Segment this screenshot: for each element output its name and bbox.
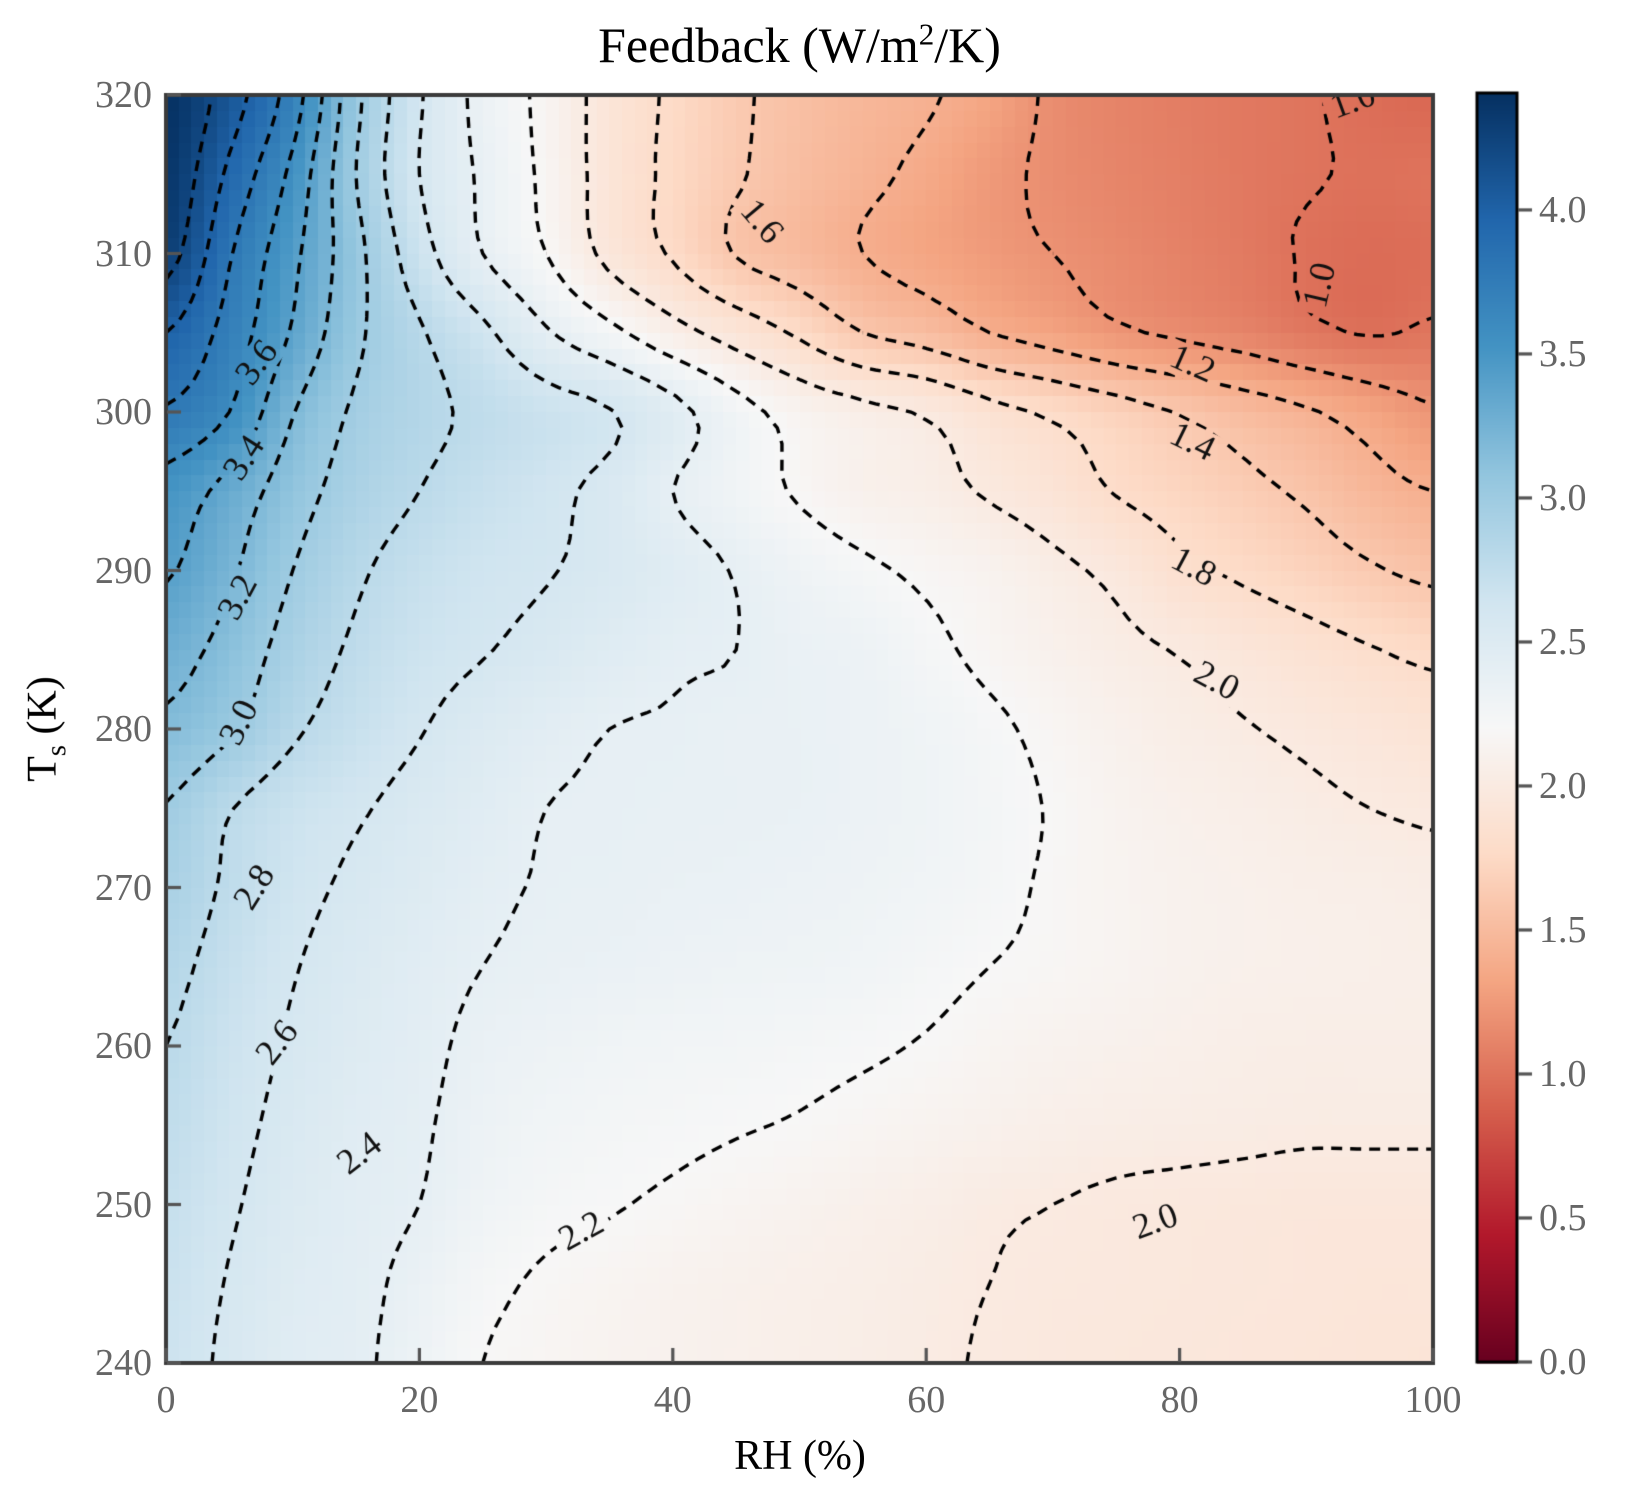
colorbar-tick-label: 0.0 <box>1539 1341 1587 1383</box>
y-tick-label: 270 <box>95 866 152 909</box>
x-tick-label: 20 <box>400 1379 439 1421</box>
colorbar-tick-label: 2.5 <box>1539 620 1587 663</box>
x-tick-label: 60 <box>907 1379 946 1421</box>
x-tick-label: 0 <box>156 1379 176 1421</box>
y-axis-label-subscript: s <box>41 745 73 757</box>
y-tick-label: 260 <box>95 1025 152 1067</box>
colorbar-tick-label: 3.0 <box>1539 476 1587 519</box>
y-tick-label: 290 <box>95 549 152 592</box>
colorbar-tick-label: 3.5 <box>1539 332 1587 375</box>
colorbar-tick-label: 2.0 <box>1539 764 1587 807</box>
x-axis-label: RH (%) <box>734 1433 866 1479</box>
colorbar-tick-label: 1.0 <box>1539 1052 1587 1095</box>
y-axis-label: Ts (K) <box>19 676 73 782</box>
x-tick-label: 80 <box>1160 1379 1199 1421</box>
y-tick-label: 300 <box>95 391 152 433</box>
colorbar-tick-label: 1.5 <box>1539 908 1587 951</box>
y-tick-label: 280 <box>95 708 152 750</box>
y-tick-label: 310 <box>95 232 152 275</box>
colorbar-tick-label: 0.5 <box>1539 1196 1587 1239</box>
title-superscript: 2 <box>918 16 935 52</box>
x-tick-label: 40 <box>653 1379 692 1421</box>
y-tick-label: 320 <box>95 74 152 116</box>
plot-title: Feedback (W/m2/K) <box>598 16 1001 73</box>
x-tick-label: 100 <box>1404 1379 1462 1421</box>
y-tick-label: 240 <box>95 1342 152 1384</box>
colorbar-tick-label: 4.0 <box>1539 188 1587 231</box>
y-tick-label: 250 <box>95 1183 152 1226</box>
